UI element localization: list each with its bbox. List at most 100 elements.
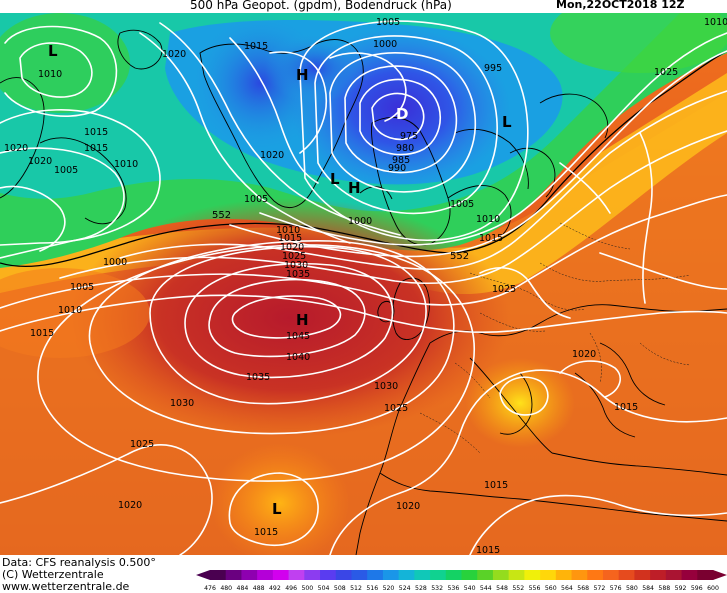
colorbar-tick-label: 592: [675, 585, 687, 592]
high-center-symbol: H: [296, 66, 309, 84]
isobar-label: 1010: [58, 305, 82, 316]
isobar-label: 1015: [30, 328, 54, 339]
coastlines: [0, 29, 727, 555]
colorbar-swatch: [414, 570, 431, 580]
colorbar-swatch: [634, 570, 651, 580]
isobar-label: 1030: [284, 260, 308, 271]
isobar-label: 1015: [254, 527, 278, 538]
isobar-label: 1015: [476, 545, 500, 555]
isobar-label: 1015: [484, 480, 508, 491]
low-center-symbol: L: [502, 113, 512, 131]
isobar-label: 1010: [114, 159, 138, 170]
colorbar-swatch: [492, 570, 510, 580]
colorbar-swatch: [335, 570, 352, 580]
isobar-label: 1035: [246, 372, 270, 383]
isobar-label: 1020: [396, 501, 420, 512]
orange-nw: [0, 268, 150, 358]
colorbar-tick-label: 516: [366, 585, 378, 592]
colorbar-swatch: [225, 570, 242, 580]
isobar-label: 1035: [286, 269, 310, 280]
isobar-label: 990: [388, 163, 406, 174]
isobar-label: 1020: [118, 500, 142, 511]
low-center-symbol: L: [48, 42, 58, 60]
center-value: 1045: [286, 331, 310, 342]
cutoff-low-sw: [210, 443, 350, 555]
website-link[interactable]: www.wetterzentrale.de: [2, 580, 130, 593]
colorbar-swatch: [351, 570, 368, 580]
colorbar-tick-label: 544: [480, 585, 492, 592]
isobar-label: 1005: [376, 17, 400, 28]
data-source: Data: CFS reanalysis 0.500°: [2, 556, 156, 569]
colorbar-tick-label: 584: [642, 585, 654, 592]
isobar-label: 1030: [170, 398, 194, 409]
isobar-label: 1015: [614, 402, 638, 413]
high-center-symbol: H: [348, 179, 361, 197]
colorbar-tick-label: 512: [350, 585, 362, 592]
colorbar-swatch: [697, 570, 714, 580]
colorbar-tick-label: 540: [464, 585, 476, 592]
colorbar-tick-label: 484: [237, 585, 249, 592]
isobars: [0, 20, 727, 555]
country-borders: [419, 222, 691, 454]
isobar-label: 1020: [162, 49, 186, 60]
isobar-label: 1040: [286, 352, 310, 363]
isobar-label: 1015: [84, 143, 108, 154]
isobar-label: 1020: [280, 242, 304, 253]
colorbar-swatch: [524, 570, 541, 580]
green-patch-w: [0, 13, 130, 113]
colorbar-tick-label: 568: [577, 585, 589, 592]
colorbar-swatch: [618, 570, 635, 580]
low-center-symbol: L: [330, 170, 340, 188]
geopotential-labels: 552 552: [212, 210, 469, 262]
isobar-label: 1005: [54, 165, 78, 176]
colorbar-swatch: [272, 570, 290, 580]
colorbar-tick-label: 576: [610, 585, 622, 592]
colorbar-tick-label: 572: [594, 585, 606, 592]
colorbar-tick-label: 476: [204, 585, 216, 592]
warm-core-se: [465, 358, 575, 448]
isobar-label: 1025: [492, 284, 516, 295]
weather-map: 552 552 1010 1020 1015 1005 1000 995 975…: [0, 13, 727, 555]
isobar-label: 1030: [374, 381, 398, 392]
isobar-label: 1025: [384, 403, 408, 414]
colorbar-tick-label: 560: [545, 585, 557, 592]
isobar-label: 1015: [278, 233, 302, 244]
deep-low-symbol: D: [396, 105, 408, 123]
colorbar-swatch: [555, 570, 573, 580]
colorbar-tick-label: 548: [496, 585, 508, 592]
colorbar-swatch: [650, 570, 667, 580]
geopotential-552-line: [0, 50, 727, 268]
colorbar-tick-label: 508: [334, 585, 346, 592]
colorbar-swatch: [430, 570, 447, 580]
isobar-label: 1025: [654, 67, 678, 78]
colorbar-arrow-high: [713, 570, 727, 580]
isobar-label: 1020: [28, 156, 52, 167]
isobar-labels: 1010 1020 1015 1005 1000 995 975 980 985…: [4, 17, 727, 555]
colorbar-tick-label: 552: [512, 585, 524, 592]
colorbar-tick-label: 496: [285, 585, 297, 592]
copyright: (C) Wetterzentrale: [2, 568, 104, 581]
geopotential-label: 552: [212, 210, 231, 221]
colorbar-tick-label: 480: [220, 585, 232, 592]
colorbar-tick-label: 536: [447, 585, 459, 592]
map-title: 500 hPa Geopot. (gpdm), Bodendruck (hPa): [190, 0, 452, 12]
colorbar-tick-label: 556: [529, 585, 541, 592]
colorbar-tick-label: 528: [415, 585, 427, 592]
isobar-label: 1005: [244, 194, 268, 205]
isobar-label: 1015: [84, 127, 108, 138]
colorbar-tick-label: 596: [691, 585, 703, 592]
isobar-label: 1020: [572, 349, 596, 360]
colorbar-tick-label: 504: [318, 585, 330, 592]
isobar-label: 1020: [260, 150, 284, 161]
isobar-label: 1015: [479, 233, 503, 244]
header: 500 hPa Geopot. (gpdm), Bodendruck (hPa)…: [0, 0, 727, 13]
colorbar-swatch: [210, 570, 227, 580]
green-patch-ne: [550, 13, 727, 73]
geopotential-label: 552: [450, 251, 469, 262]
low-center-symbol: L: [272, 500, 282, 518]
pressure-centers: L H D L L H H 1045 L 1015: [48, 42, 512, 518]
colorbar-tick-label: 600: [707, 585, 719, 592]
colorbar-swatch: [320, 570, 337, 580]
isobar-label: 985: [392, 155, 410, 166]
colorbar-swatch: [540, 570, 557, 580]
